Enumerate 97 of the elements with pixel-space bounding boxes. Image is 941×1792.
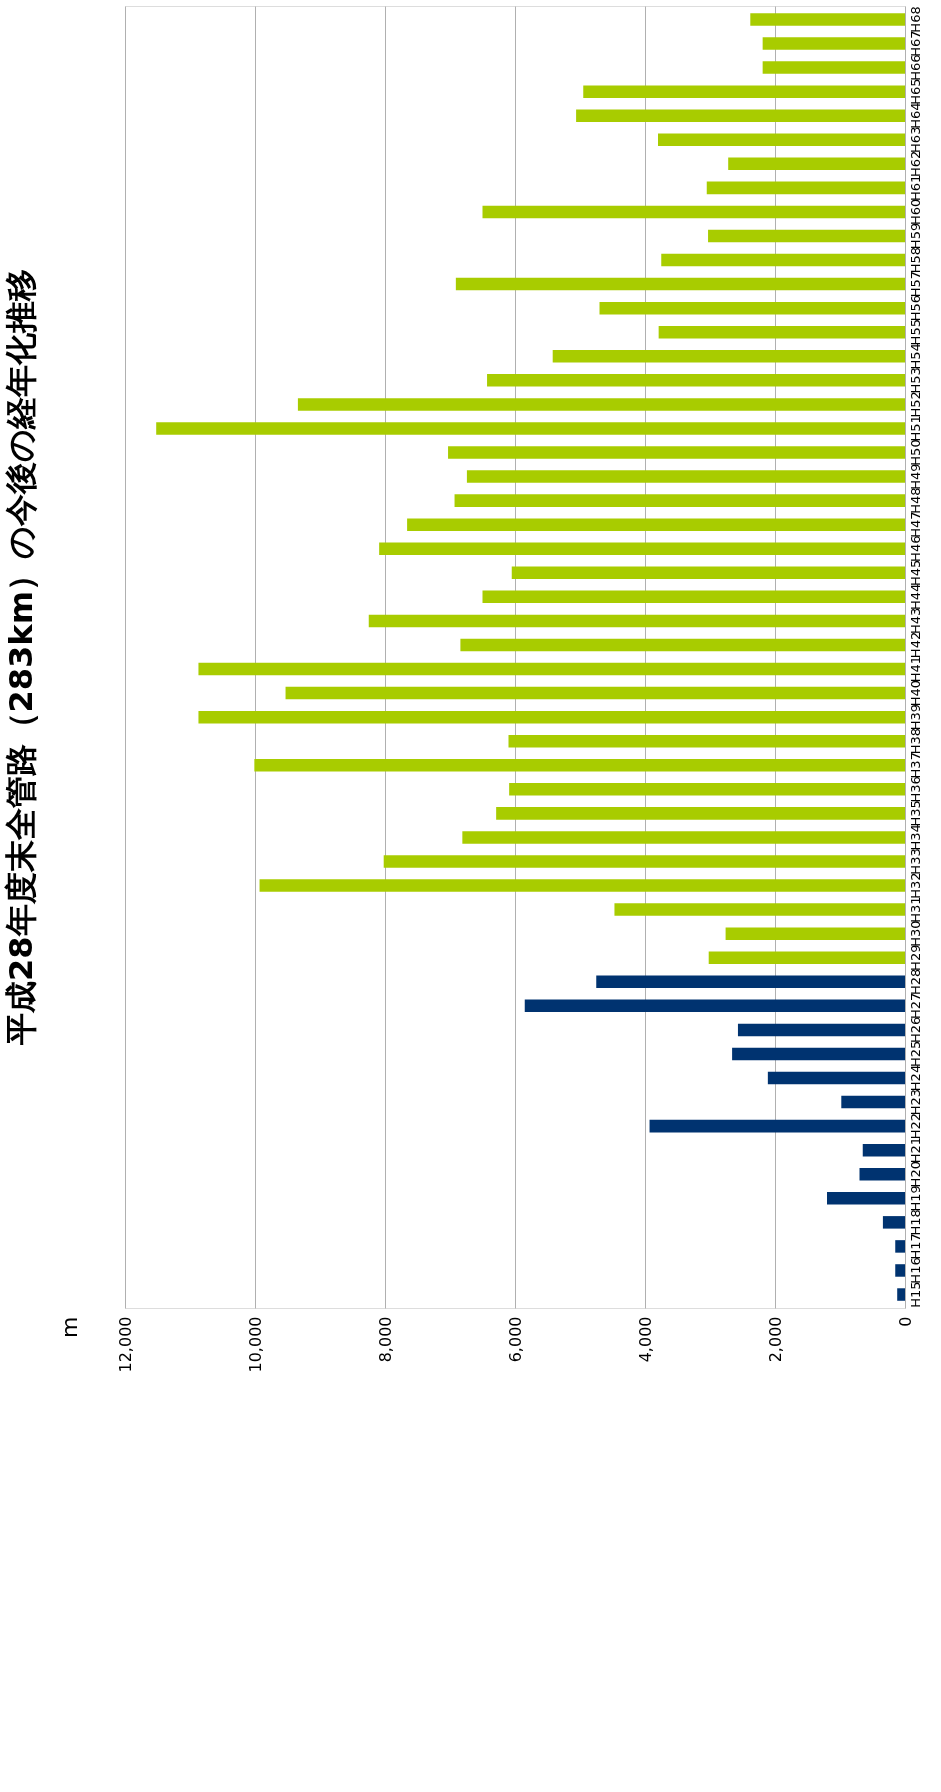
bar	[462, 831, 905, 844]
x-tick-label: 6,000	[505, 1316, 525, 1363]
bar	[297, 398, 905, 411]
y-tick-label: H46	[907, 535, 923, 562]
bar	[599, 301, 905, 315]
bar	[895, 1264, 905, 1277]
y-tick-label: H49	[907, 463, 923, 490]
bar	[285, 686, 905, 700]
y-tick-label: H47	[907, 511, 923, 538]
bar	[725, 927, 905, 940]
bar	[658, 133, 905, 147]
y-tick-label: H48	[907, 487, 923, 514]
text: m	[57, 1316, 82, 1338]
y-tick-label: H63	[907, 126, 923, 153]
y-tick-label: H17	[907, 1233, 923, 1260]
bar	[379, 542, 905, 555]
y-tick-label: H36	[907, 776, 923, 803]
y-tick-label: H35	[907, 800, 923, 827]
y-tick-label: H52	[907, 391, 923, 418]
bar	[466, 470, 905, 483]
bar	[658, 325, 905, 339]
bar	[259, 879, 905, 892]
bar	[732, 1047, 905, 1061]
bar	[383, 855, 905, 868]
y-tick-label: H15	[907, 1281, 923, 1308]
x-tick-label: 8,000	[375, 1316, 395, 1363]
x-tick-label: 12,000	[115, 1316, 135, 1373]
x-tick-label: 2,000	[765, 1316, 785, 1363]
bar	[368, 614, 905, 628]
y-tick-label: H45	[907, 559, 923, 586]
y-tick-label: H27	[907, 992, 923, 1019]
y-tick-label: H50	[907, 439, 923, 466]
y-tick-label: H65	[907, 78, 923, 105]
y-tick-label: H33	[907, 848, 923, 875]
bar	[487, 374, 905, 387]
bar	[762, 61, 905, 74]
x-tick-label: 10,000	[245, 1316, 265, 1373]
bar	[496, 807, 905, 820]
bar	[198, 662, 905, 676]
bar	[576, 109, 905, 122]
bar	[897, 1288, 905, 1301]
bar	[862, 1143, 905, 1157]
y-tick-label: H54	[907, 343, 923, 370]
y-tick-label: H68	[907, 6, 923, 33]
y-tick-label: H34	[907, 824, 923, 851]
y-tick-label: H18	[907, 1209, 923, 1236]
bar	[596, 975, 905, 989]
bar	[509, 783, 905, 796]
bar	[511, 566, 905, 580]
y-tick-label: H53	[907, 367, 923, 394]
bar	[254, 759, 905, 772]
text: 平成28年度末全管路（283km）の今後の経年化推移	[2, 269, 40, 1046]
y-tick-label: H32	[907, 872, 923, 899]
bar	[882, 1216, 905, 1229]
bar	[706, 181, 905, 195]
y-tick-label: H20	[907, 1161, 923, 1188]
bar	[448, 446, 905, 459]
bar	[750, 13, 905, 26]
bar	[455, 277, 905, 291]
bar	[460, 638, 905, 652]
y-tick-label: H19	[907, 1185, 923, 1212]
bar	[552, 350, 905, 363]
bar	[841, 1095, 905, 1109]
bar	[508, 734, 905, 748]
bar	[737, 1023, 905, 1037]
bar	[649, 1119, 905, 1133]
y-tick-label: H28	[907, 968, 923, 995]
x-tick-label: 0	[895, 1316, 915, 1327]
bar	[827, 1192, 905, 1205]
y-tick-label: H37	[907, 752, 923, 779]
y-tick-label: H29	[907, 944, 923, 971]
bar	[708, 229, 905, 243]
bar	[859, 1167, 905, 1181]
bar	[198, 710, 905, 724]
bar	[482, 590, 905, 604]
bar	[583, 85, 905, 98]
bar	[524, 999, 905, 1013]
bar	[614, 903, 905, 916]
y-tick-label: H31	[907, 896, 923, 923]
y-tick-label: H51	[907, 415, 923, 442]
bar	[454, 494, 905, 507]
bar	[728, 157, 905, 171]
y-tick-label: H30	[907, 920, 923, 947]
bar	[661, 253, 905, 267]
bar	[156, 422, 905, 435]
bar	[708, 951, 905, 964]
bar	[895, 1240, 905, 1253]
y-tick-label: H55	[907, 319, 923, 346]
x-tick-label: 4,000	[635, 1316, 655, 1363]
y-tick-label: H66	[907, 54, 923, 81]
y-tick-label: H64	[907, 102, 923, 129]
bar	[407, 518, 905, 531]
y-tick-label: H16	[907, 1257, 923, 1284]
bar	[767, 1071, 905, 1085]
y-tick-label: H67	[907, 30, 923, 57]
bar	[482, 205, 905, 219]
bar	[762, 37, 905, 50]
